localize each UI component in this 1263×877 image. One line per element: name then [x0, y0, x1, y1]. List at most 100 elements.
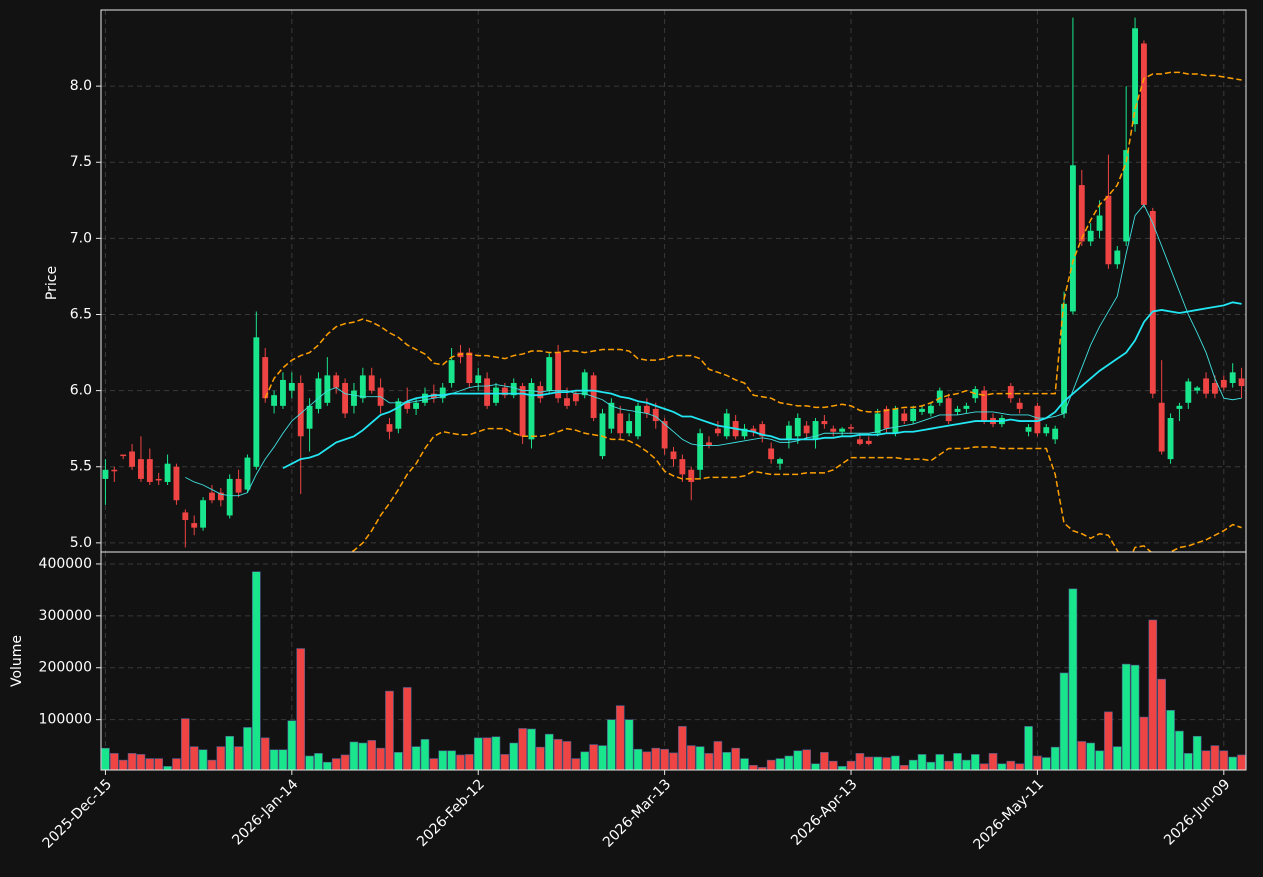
volume-bar — [864, 756, 874, 770]
candle-body — [501, 387, 508, 396]
candle-body — [368, 375, 375, 391]
candle-body — [706, 442, 712, 446]
volume-bar — [953, 753, 962, 770]
x-tick-label: 2025-Dec-15 — [40, 776, 115, 851]
candle-body — [1194, 387, 1201, 391]
x-tick-label: 2026-Jan-14 — [229, 776, 301, 848]
candle-body — [253, 337, 260, 467]
volume-bar — [411, 746, 421, 770]
candle-body — [1229, 372, 1236, 384]
volume-bar — [580, 751, 590, 770]
candle-body — [1069, 165, 1076, 312]
candle-body — [830, 428, 837, 432]
volume-bar — [607, 719, 616, 770]
candle-body — [413, 402, 420, 409]
volume-bar — [1104, 711, 1113, 770]
volume-bar — [935, 754, 945, 770]
candle-body — [439, 387, 446, 399]
volume-bar — [181, 718, 190, 770]
y-tick-label: 6.0 — [70, 383, 92, 399]
candle-body — [635, 405, 641, 437]
candle-body — [936, 390, 943, 403]
y-tick-label: 300000 — [39, 608, 92, 624]
y-axis-label: Price — [44, 266, 60, 300]
volume-bar — [456, 754, 465, 770]
candle-body — [1096, 215, 1103, 231]
y-axis-label: Volume — [9, 635, 25, 687]
candle-body — [1105, 195, 1112, 265]
volume-bar — [473, 737, 483, 770]
candle-body — [643, 405, 650, 414]
volume-bar — [225, 735, 234, 770]
candle-body — [173, 466, 180, 501]
candle-body — [351, 390, 357, 406]
candle-body — [723, 413, 730, 437]
candle-body — [333, 375, 340, 388]
volume-bar — [1068, 588, 1078, 770]
volume-bar — [287, 720, 297, 770]
candle-body — [839, 428, 846, 432]
volume-bar — [988, 753, 998, 770]
volume-bar — [358, 742, 368, 770]
candle-body — [599, 413, 606, 457]
x-tick-label: 2026-May-11 — [971, 776, 1048, 853]
candle-body — [1078, 185, 1085, 242]
candle-body — [572, 393, 579, 402]
candle-body — [111, 469, 118, 472]
volume-bar — [500, 754, 510, 770]
volume-bar — [438, 750, 448, 770]
volume-bar — [598, 745, 607, 770]
candle-body — [386, 424, 393, 432]
candle-body — [164, 463, 171, 482]
candle-body — [226, 478, 233, 516]
volume-bar — [828, 760, 838, 770]
volume-bar — [1210, 745, 1220, 770]
volume-bar — [1086, 742, 1095, 770]
candle-body — [1114, 250, 1121, 265]
volume-bar — [553, 739, 563, 770]
volume-bar — [536, 746, 545, 770]
candle-body — [306, 405, 313, 429]
volume-bar — [873, 756, 882, 770]
volume-bar — [669, 752, 678, 770]
candle-body — [670, 451, 677, 460]
volume-bar — [509, 742, 519, 770]
volume-bar — [740, 758, 749, 770]
y-tick-label: 8.0 — [70, 78, 92, 94]
candle-body — [155, 478, 162, 481]
volume-bar — [1050, 746, 1060, 770]
volume-bar — [518, 728, 527, 770]
volume-bar — [110, 753, 119, 770]
candle-body — [1203, 378, 1209, 394]
volume-bar — [163, 766, 172, 770]
candle-body — [448, 360, 455, 384]
candle-body — [315, 378, 322, 409]
x-tick-label: 2026-Jun-09 — [1161, 776, 1233, 848]
volume-bar — [544, 733, 554, 770]
volume-bar — [775, 758, 785, 770]
candle-body — [359, 375, 366, 399]
volume-bar — [615, 705, 625, 770]
volume-bar — [278, 749, 288, 770]
volume-bar — [722, 752, 732, 770]
volume-bar — [802, 749, 811, 770]
volume-bar — [757, 767, 767, 770]
candle-body — [785, 425, 792, 440]
x-tick-label: 2026-Apr-13 — [788, 776, 861, 849]
volume-bar — [837, 766, 847, 770]
volume-bar — [686, 745, 696, 770]
volume-bar — [1077, 741, 1087, 770]
volume-bar — [1184, 753, 1193, 770]
volume-bar — [695, 746, 705, 770]
volume-bar — [899, 765, 909, 770]
volume-bar — [1219, 750, 1229, 770]
candle-body — [546, 357, 553, 391]
volume-bar — [207, 759, 217, 770]
candle-body — [1052, 428, 1059, 440]
candle-body — [466, 352, 473, 384]
volume-bar — [784, 755, 794, 770]
candle-body — [404, 401, 411, 409]
candle-body — [759, 424, 766, 437]
volume-bar — [118, 759, 128, 770]
candle-body — [688, 469, 695, 482]
